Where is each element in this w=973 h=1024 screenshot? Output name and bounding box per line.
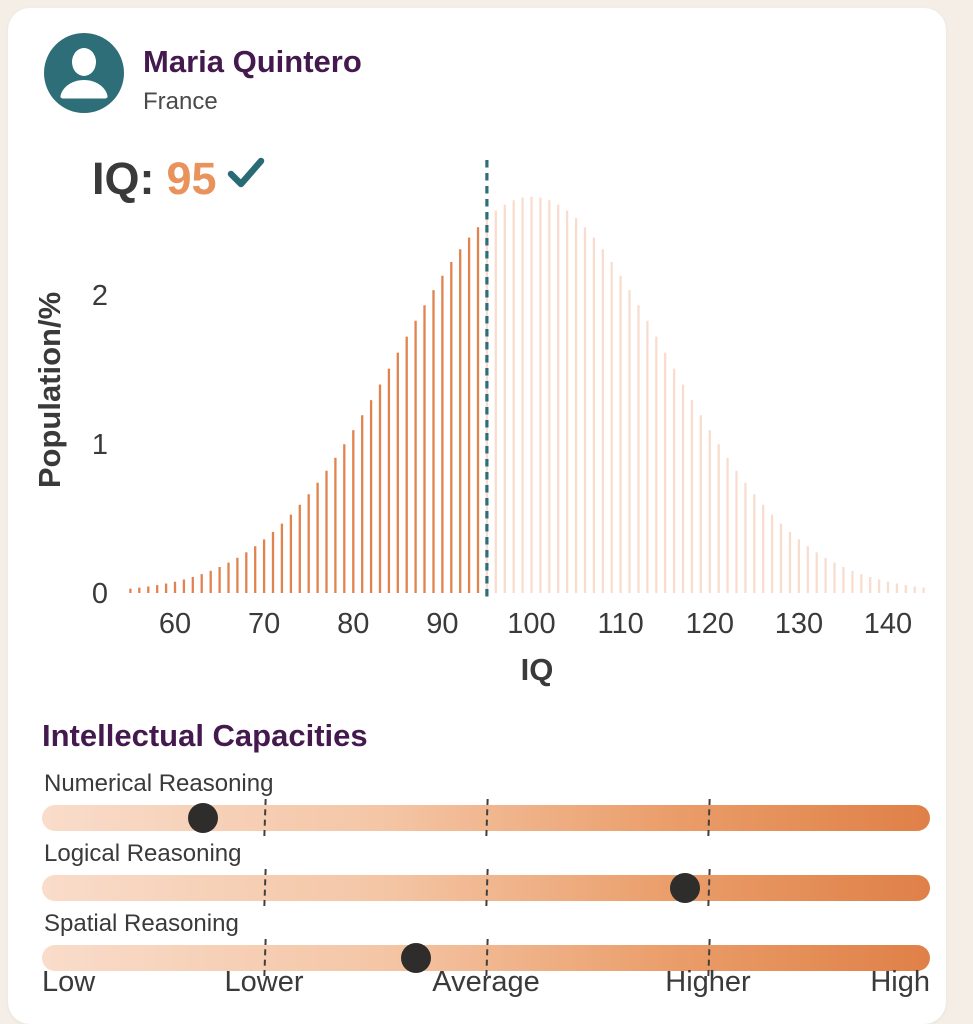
capacity-slider-track[interactable] [42,868,930,907]
scale-label: Higher [665,966,751,998]
check-icon [227,157,264,188]
avatar [44,33,124,113]
x-tick-label: 140 [864,608,912,640]
capacity-slider-handle[interactable] [187,803,218,833]
profile-country: France [143,88,218,115]
scale-label: High [870,966,930,998]
distribution-bars [129,196,925,593]
y-axis-ticks: 0 1 2 [92,280,108,610]
capacity-label: Spatial Reasoning [44,910,239,937]
person-icon [44,33,124,113]
capacity-row: Logical Reasoning [42,840,930,907]
capacities-scale: Low Lower Average Higher High [42,966,930,1006]
profile-card: Maria Quintero France IQ: 95 60 70 80 90 100… [8,8,946,1024]
iq-score-title: IQ: 95 [92,154,265,204]
slider-divider [485,868,489,907]
scale-label: Low [42,966,96,998]
capacity-row: Spatial Reasoning [42,910,930,977]
x-axis-label: IQ [521,652,554,687]
capacities-title: Intellectual Capacities [42,718,368,753]
x-tick-label: 70 [248,608,280,640]
bell-curve-chart: 60 70 80 90 100 110 120 130 140 0 1 2 IQ Population/% [32,160,925,687]
x-tick-label: 130 [775,608,823,640]
iq-label: IQ: [92,153,155,204]
slider-divider [263,868,267,907]
x-tick-label: 80 [337,608,369,640]
x-axis-ticks: 60 70 80 90 100 110 120 130 140 [159,608,912,640]
y-tick-label: 0 [92,578,108,610]
profile-name: Maria Quintero [143,44,362,79]
y-tick-label: 2 [92,280,108,312]
capacity-slider-track[interactable] [42,938,930,977]
scale-label: Average [432,966,540,998]
capacity-slider-handle[interactable] [400,943,431,973]
x-tick-label: 110 [597,608,643,640]
slider-divider [263,798,267,837]
capacity-label: Numerical Reasoning [44,770,274,797]
slider-divider [707,798,711,837]
capacity-row: Numerical Reasoning [42,770,930,837]
capacity-slider-track[interactable] [42,798,930,837]
x-tick-label: 100 [507,608,555,640]
slider-divider [485,798,489,837]
iq-value: 95 [166,153,217,204]
y-tick-label: 1 [92,429,108,461]
scale-label: Lower [224,966,304,998]
x-tick-label: 60 [159,608,191,640]
slider-divider [707,868,711,907]
x-tick-label: 120 [686,608,734,640]
capacity-label: Logical Reasoning [44,840,242,867]
capacity-slider-handle[interactable] [669,873,700,903]
y-axis-label: Population/% [32,292,67,488]
capacities-rows: Numerical Reasoning Logical Reasoning Spat… [42,770,930,980]
x-tick-label: 90 [426,608,458,640]
